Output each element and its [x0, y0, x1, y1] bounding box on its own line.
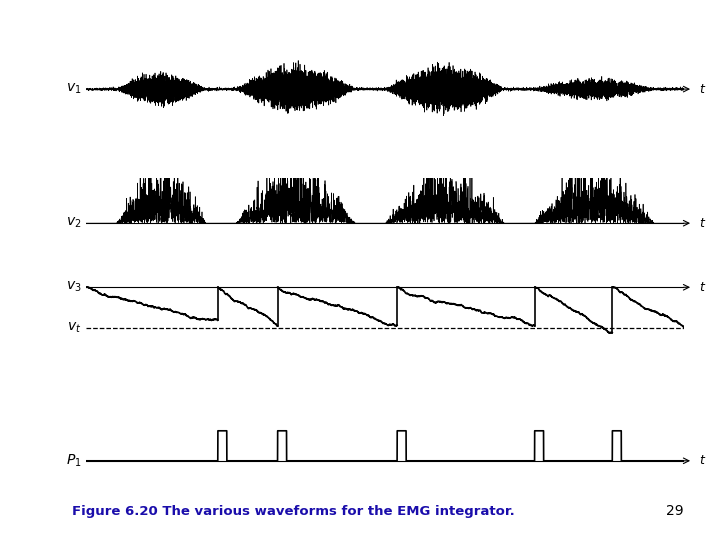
- Text: $v_1$: $v_1$: [66, 82, 81, 96]
- Text: $P_1$: $P_1$: [66, 453, 81, 469]
- Text: Figure 6.20 The various waveforms for the EMG integrator.: Figure 6.20 The various waveforms for th…: [72, 505, 515, 518]
- Text: $v_t$: $v_t$: [67, 320, 81, 335]
- Text: $t$: $t$: [699, 83, 706, 96]
- Text: $v_3$: $v_3$: [66, 280, 81, 294]
- Text: $v_2$: $v_2$: [66, 216, 81, 231]
- Text: $t$: $t$: [699, 454, 706, 467]
- Text: 29: 29: [667, 504, 684, 518]
- Text: $t$: $t$: [699, 281, 706, 294]
- Text: $t$: $t$: [699, 217, 706, 230]
